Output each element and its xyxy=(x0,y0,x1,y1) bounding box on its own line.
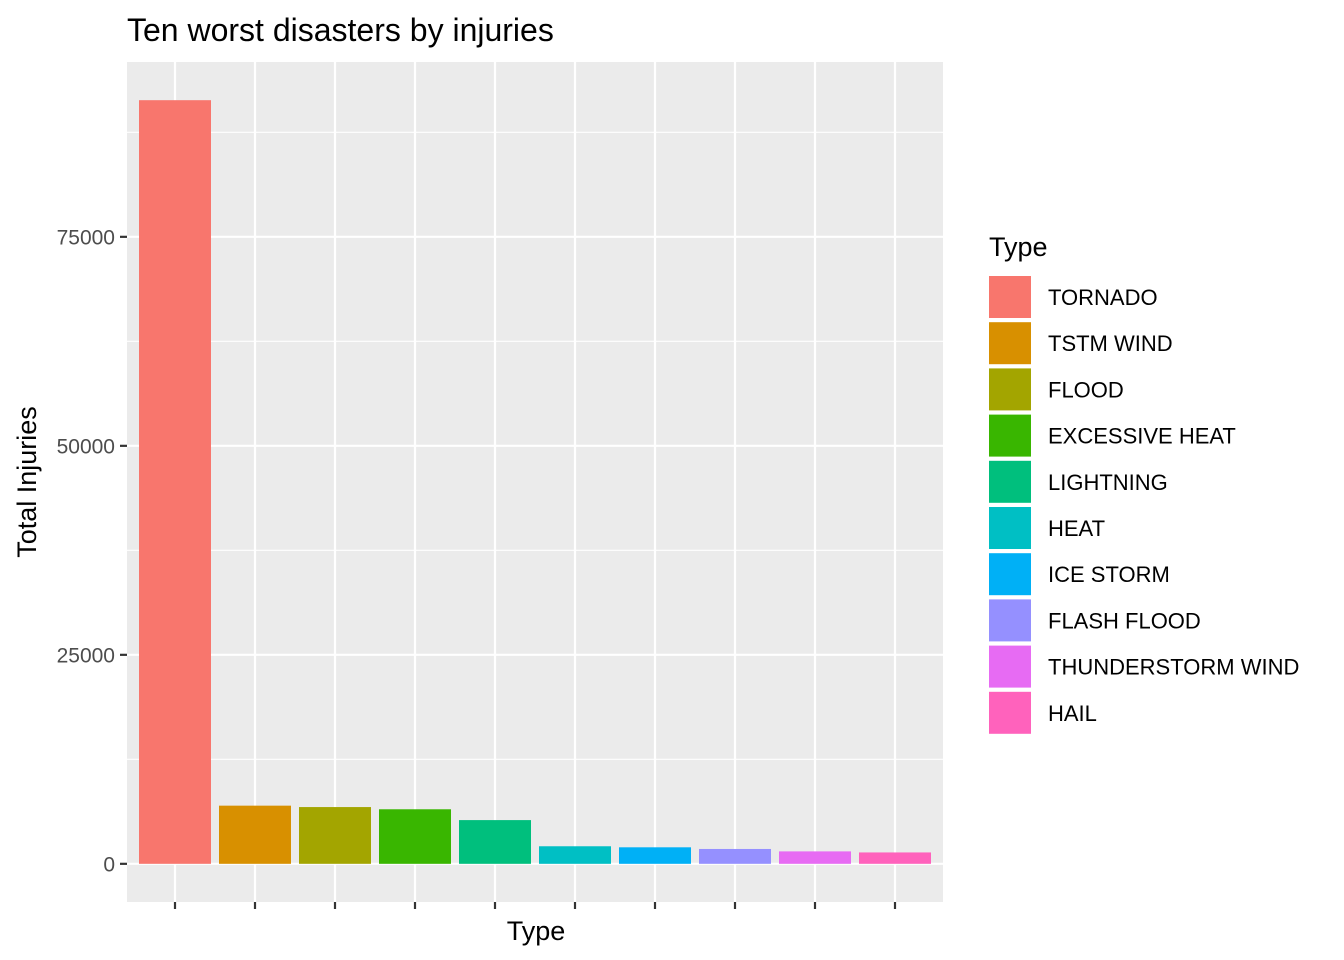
chart-title: Ten worst disasters by injuries xyxy=(127,12,554,48)
bar-excessive-heat xyxy=(379,809,451,864)
panel-background xyxy=(127,62,943,902)
legend-key-tornado xyxy=(989,276,1031,318)
y-tick-label: 75000 xyxy=(57,226,115,249)
legend-label-excessive-heat: EXCESSIVE HEAT xyxy=(1048,424,1236,449)
legend: Type TORNADO TSTM WIND FLOOD EXCESSIVE HEAT… xyxy=(989,232,1299,734)
plot-panel xyxy=(127,62,943,902)
bar-ice-storm xyxy=(619,847,691,864)
x-axis-title: Type xyxy=(507,916,566,946)
y-tick-label: 0 xyxy=(103,853,115,876)
legend-label-flash-flood: FLASH FLOOD xyxy=(1048,608,1201,633)
bar-flash-flood xyxy=(699,848,771,864)
x-axis xyxy=(173,902,897,909)
bar-heat xyxy=(539,846,611,864)
legend-label-hail: HAIL xyxy=(1048,701,1097,726)
legend-key-flood xyxy=(989,368,1031,411)
legend-label-flood: FLOOD xyxy=(1048,377,1124,402)
bar-thunderstorm-wind xyxy=(779,851,851,864)
legend-title: Type xyxy=(989,232,1048,262)
y-tick-label: 25000 xyxy=(57,644,115,667)
bar-hail xyxy=(859,852,931,864)
y-axis: 0 25000 50000 75000 xyxy=(57,226,127,876)
legend-label-ice-storm: ICE STORM xyxy=(1048,562,1170,587)
legend-key-thunderstorm-wind xyxy=(989,645,1031,688)
legend-key-hail xyxy=(989,691,1031,734)
legend-label-tornado: TORNADO xyxy=(1048,285,1158,310)
legend-label-lightning: LIGHTNING xyxy=(1048,470,1168,495)
bar-tstm-wind xyxy=(219,805,291,864)
legend-label-heat: HEAT xyxy=(1048,516,1105,541)
legend-key-lightning xyxy=(989,460,1031,503)
legend-key-tstm-wind xyxy=(989,322,1031,365)
legend-label-tstm-wind: TSTM WIND xyxy=(1048,331,1173,356)
legend-key-ice-storm xyxy=(989,553,1031,596)
bar-lightning xyxy=(459,820,531,864)
bar-flood xyxy=(299,807,371,864)
y-axis-title: Total Injuries xyxy=(12,406,42,558)
legend-key-excessive-heat xyxy=(989,414,1031,457)
y-tick-label: 50000 xyxy=(57,435,115,458)
legend-key-heat xyxy=(989,507,1031,549)
bar-tornado xyxy=(139,100,211,864)
legend-label-thunderstorm-wind: THUNDERSTORM WIND xyxy=(1048,655,1299,680)
legend-key-flash-flood xyxy=(989,599,1031,642)
